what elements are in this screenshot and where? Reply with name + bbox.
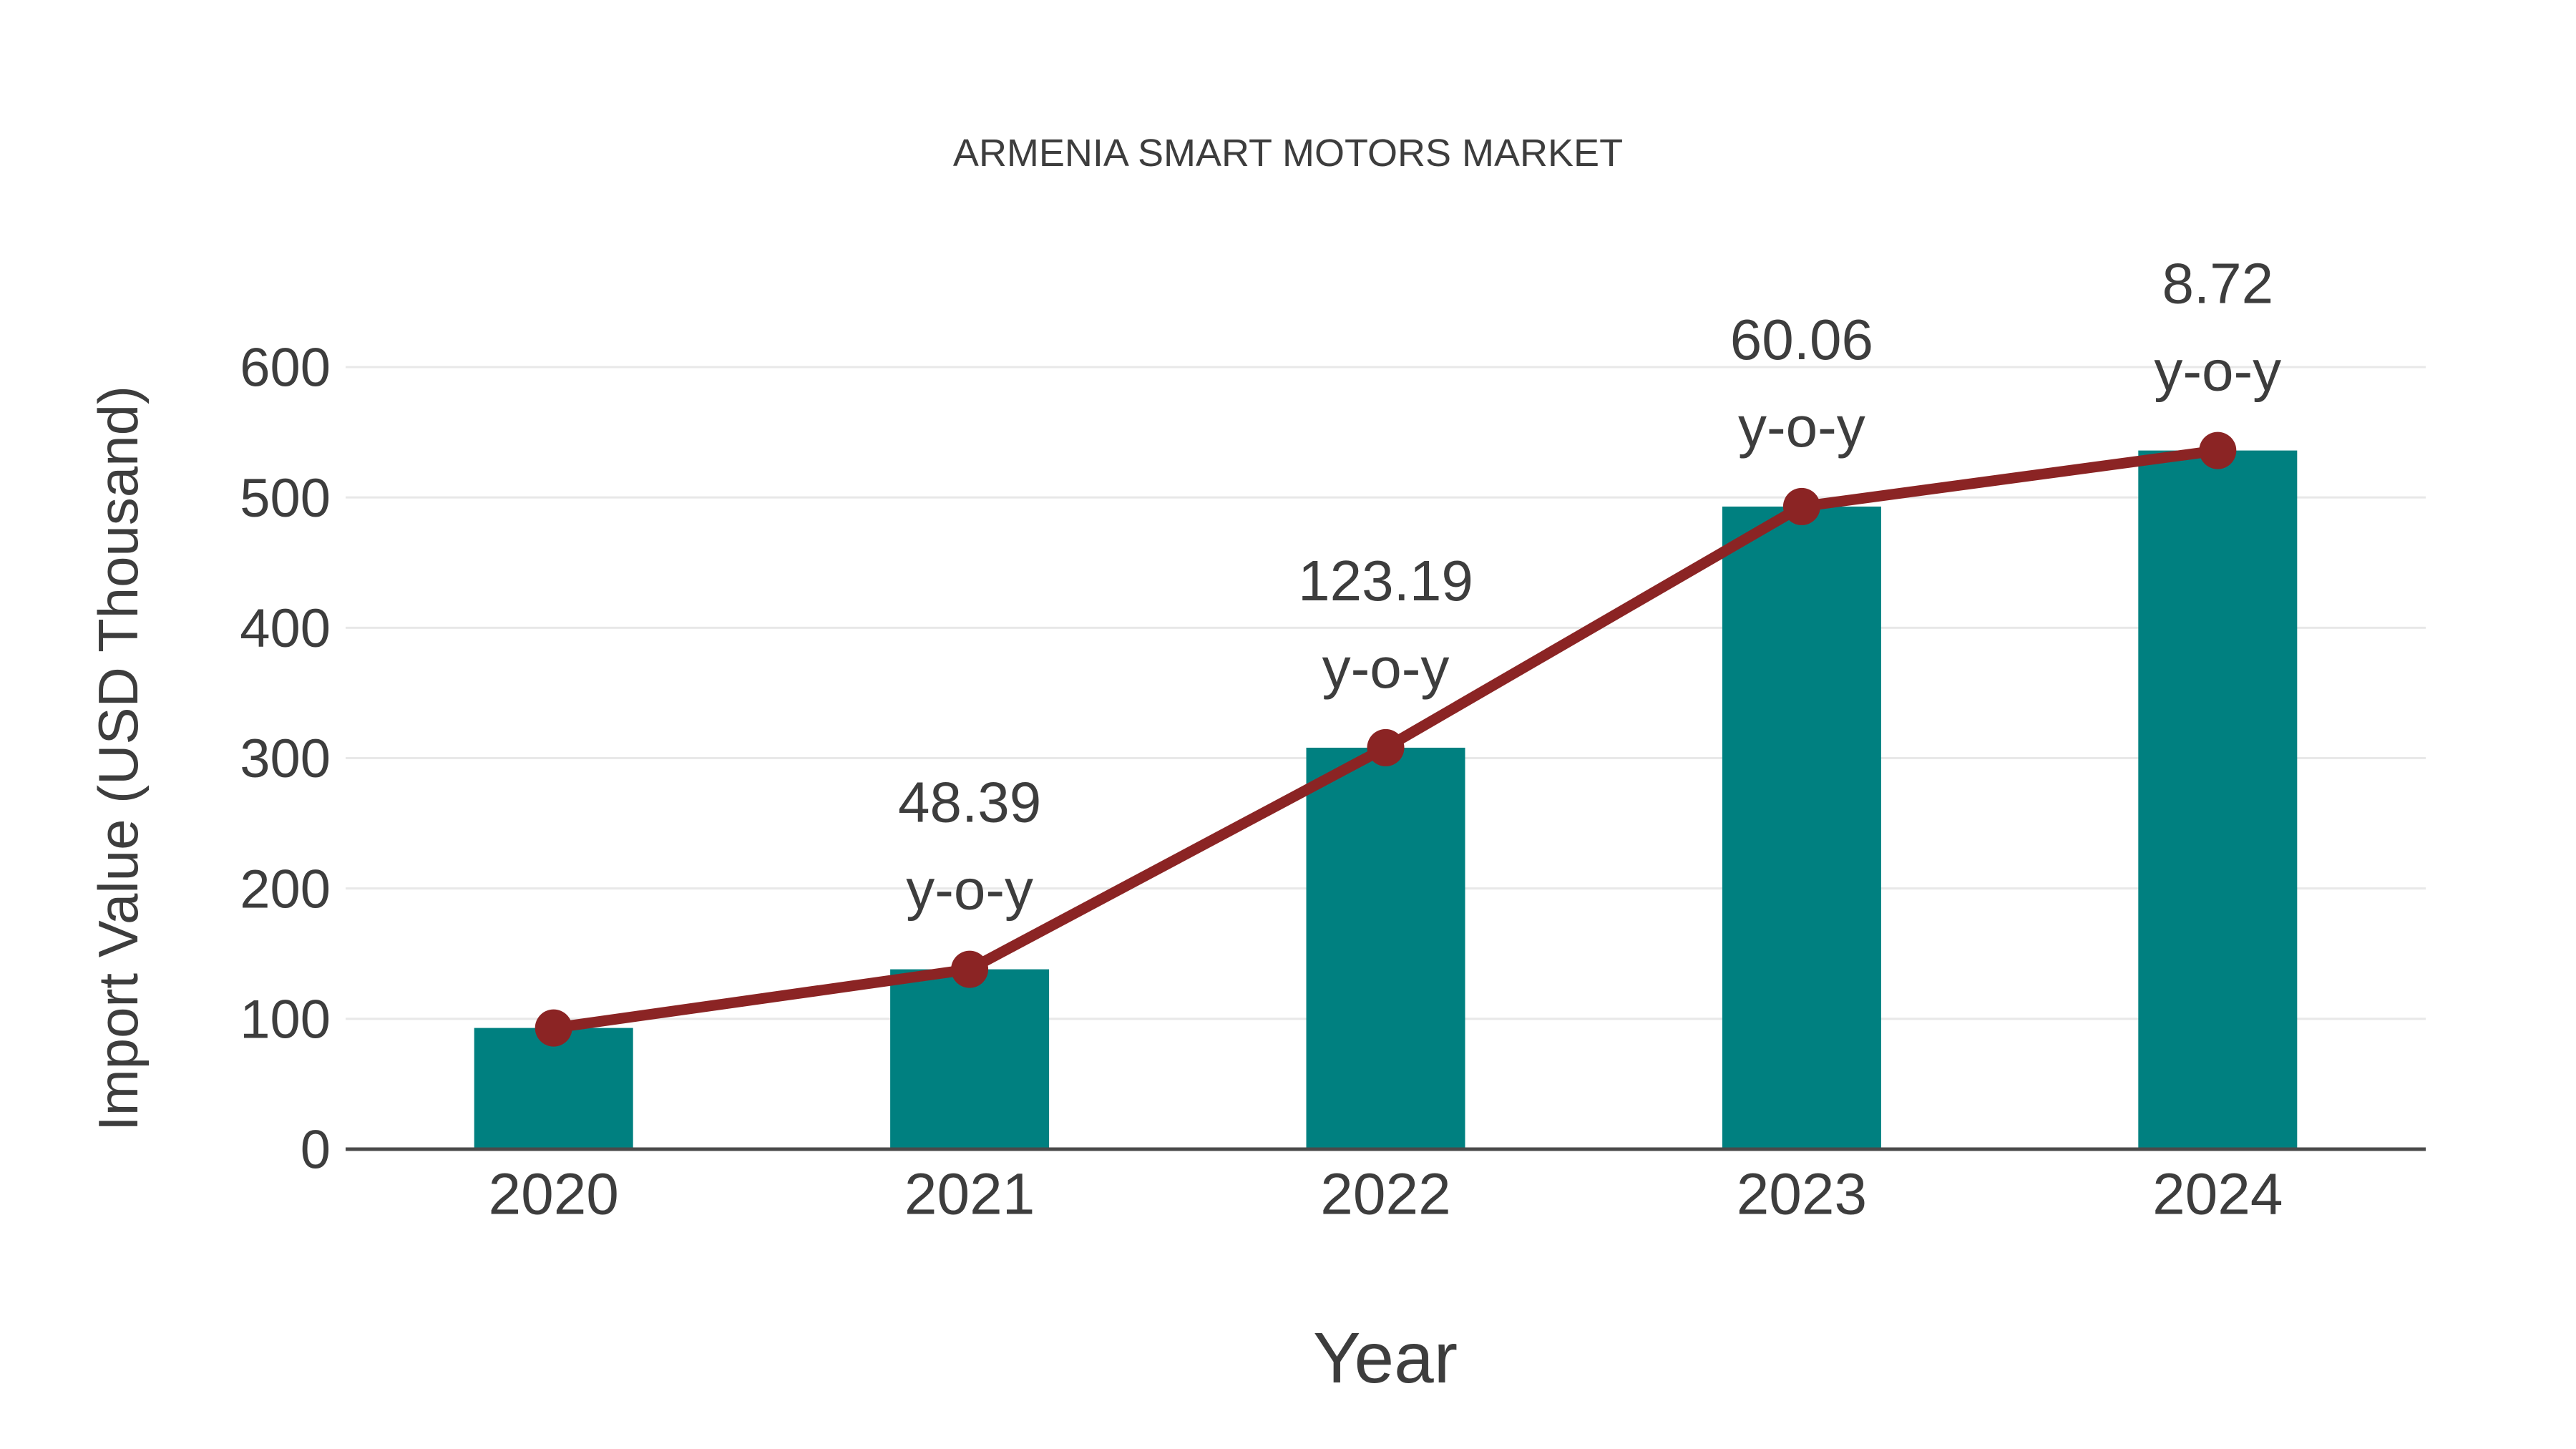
marker-2023[interactable]: [1782, 487, 1820, 525]
bar-2023[interactable]: [1722, 506, 1881, 1149]
y-axis-tick-labels: 0 100 200 300 400 500 600: [240, 338, 331, 1181]
y-tick-label-300: 300: [240, 728, 331, 789]
x-axis-title: Year: [1313, 1318, 1458, 1398]
x-tick-label-2020: 2020: [488, 1162, 618, 1227]
y-axis-title: Import Value (USD Thousand): [87, 386, 150, 1131]
annotations: 48.39 y-o-y 123.19 y-o-y 60.06 y-o-y 8.72 y-o-y: [898, 252, 2281, 922]
annotation-label-2022: y-o-y: [1322, 636, 1450, 700]
annotation-value-2022: 123.19: [1298, 549, 1473, 613]
y-tick-label-200: 200: [240, 859, 331, 919]
marker-2022[interactable]: [1367, 728, 1405, 766]
annotation-value-2021: 48.39: [898, 771, 1041, 834]
y-tick-label-100: 100: [240, 989, 331, 1050]
annotation-label-2021: y-o-y: [906, 858, 1033, 922]
x-tick-label-2021: 2021: [904, 1162, 1035, 1227]
x-axis-tick-labels: 2020 2021 2022 2023 2024: [488, 1162, 2283, 1227]
y-tick-label-0: 0: [301, 1120, 331, 1181]
bar-2021[interactable]: [890, 969, 1050, 1149]
x-tick-label-2023: 2023: [1737, 1162, 1867, 1227]
y-tick-label-600: 600: [240, 338, 331, 399]
y-tick-label-500: 500: [240, 468, 331, 529]
bar-2020[interactable]: [474, 1028, 633, 1149]
bar-2024[interactable]: [2138, 450, 2298, 1149]
chart-title: ARMENIA SMART MOTORS MARKET: [953, 132, 1623, 175]
annotation-value-2023: 60.06: [1730, 308, 1873, 371]
bar-2022[interactable]: [1306, 747, 1465, 1149]
x-tick-label-2024: 2024: [2152, 1162, 2283, 1227]
marker-2020[interactable]: [535, 1009, 572, 1047]
annotation-value-2024: 8.72: [2162, 252, 2273, 316]
bar-series: [474, 450, 2298, 1149]
y-tick-label-400: 400: [240, 598, 331, 659]
marker-2021[interactable]: [951, 950, 989, 988]
annotation-label-2023: y-o-y: [1738, 395, 1865, 459]
x-tick-label-2022: 2022: [1320, 1162, 1450, 1227]
line-series: [535, 431, 2237, 1047]
marker-2024[interactable]: [2199, 431, 2237, 469]
annotation-label-2024: y-o-y: [2154, 339, 2281, 403]
